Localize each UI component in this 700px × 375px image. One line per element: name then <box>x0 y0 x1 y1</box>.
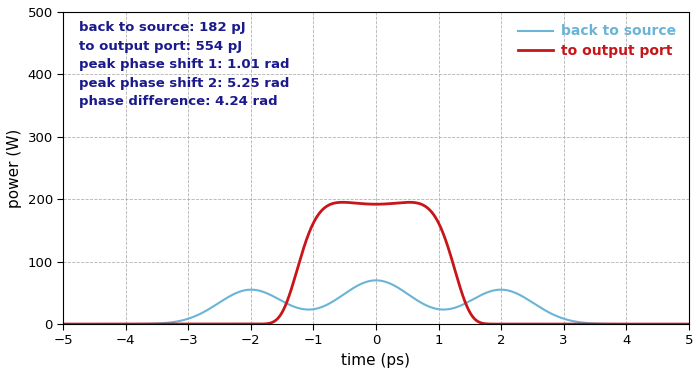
back to source <box>685 322 693 326</box>
to output port <box>339 200 347 204</box>
back to source <box>372 278 380 283</box>
to output port <box>59 322 67 326</box>
to output port <box>514 322 522 326</box>
Y-axis label: power (W): power (W) <box>7 128 22 208</box>
to output port <box>685 322 693 326</box>
back to source <box>514 292 522 296</box>
back to source <box>59 322 67 326</box>
to output port <box>666 322 674 326</box>
to output port <box>327 202 335 206</box>
Line: back to source: back to source <box>63 280 689 324</box>
to output port <box>634 322 643 326</box>
Text: back to source: 182 pJ
to output port: 554 pJ
peak phase shift 1: 1.01 rad
peak : back to source: 182 pJ to output port: 5… <box>79 21 289 108</box>
back to source <box>356 282 365 286</box>
back to source <box>666 322 674 326</box>
back to source <box>634 322 643 326</box>
X-axis label: time (ps): time (ps) <box>342 353 410 368</box>
to output port <box>322 204 330 209</box>
back to source <box>322 303 330 307</box>
Legend: back to source, to output port: back to source, to output port <box>512 19 682 63</box>
back to source <box>327 300 335 305</box>
to output port <box>356 201 365 206</box>
Line: to output port: to output port <box>63 202 689 324</box>
